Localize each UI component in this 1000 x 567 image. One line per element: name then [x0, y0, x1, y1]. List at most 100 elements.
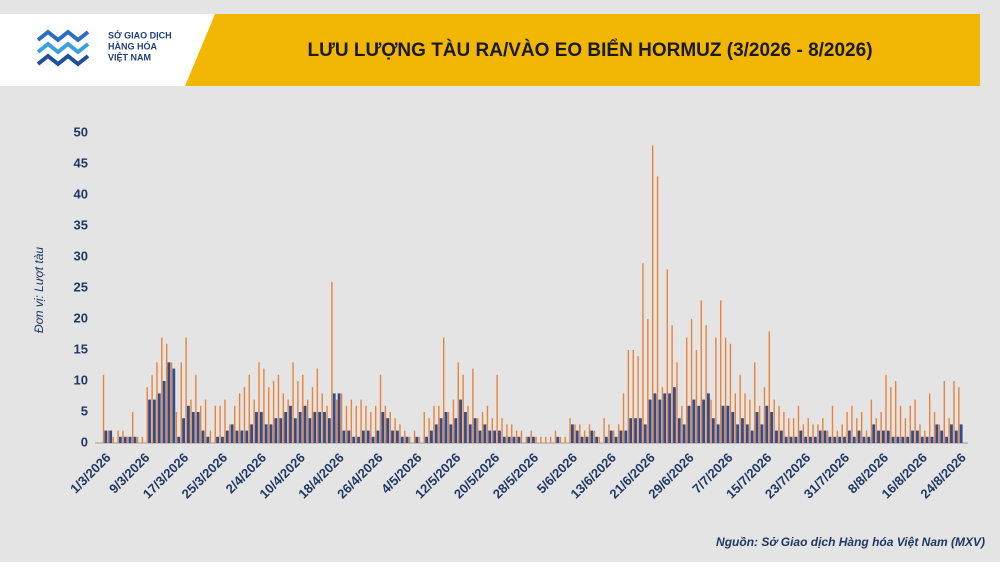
bar: [911, 430, 914, 443]
bar: [423, 412, 425, 443]
bar: [327, 418, 331, 443]
logo-text: VIỆT NAM: [108, 51, 151, 62]
bar: [651, 145, 654, 443]
bar: [862, 436, 866, 443]
bar: [225, 430, 229, 443]
bar: [661, 387, 664, 443]
y-tick-label: 25: [74, 279, 88, 294]
bar: [716, 424, 720, 443]
bar: [870, 399, 873, 443]
bar: [875, 418, 877, 443]
logo-text: SỞ GIAO DỊCH: [108, 29, 172, 40]
bar: [477, 418, 479, 443]
bar: [391, 430, 394, 443]
bar: [200, 405, 202, 443]
bar: [885, 374, 887, 443]
bar: [540, 436, 542, 443]
bar: [556, 436, 560, 443]
bar: [109, 430, 113, 443]
bar: [687, 405, 691, 443]
bar: [770, 412, 774, 443]
bar: [318, 412, 322, 443]
bar: [224, 399, 226, 443]
bar: [400, 436, 404, 443]
bar: [297, 381, 299, 443]
bar: [872, 424, 876, 443]
bar: [904, 418, 907, 443]
bar: [788, 418, 790, 443]
bar: [901, 436, 905, 443]
bar: [847, 430, 851, 443]
bar: [959, 424, 963, 443]
bar: [515, 430, 518, 443]
bar: [525, 436, 528, 443]
bar: [784, 436, 788, 443]
bar: [345, 405, 348, 443]
bar: [682, 424, 686, 443]
bar: [298, 412, 302, 443]
bar: [221, 436, 224, 443]
bar: [658, 399, 662, 443]
bar: [284, 412, 288, 443]
bar: [235, 430, 239, 443]
bar: [809, 436, 812, 443]
bar: [430, 430, 433, 443]
bar: [308, 418, 312, 443]
bar: [161, 337, 163, 443]
bar: [141, 436, 144, 443]
bar: [681, 405, 683, 443]
bar: [488, 430, 492, 443]
bar: [361, 430, 365, 443]
bar: [501, 418, 503, 443]
bar: [634, 418, 637, 443]
bar: [117, 430, 119, 443]
y-tick-label: 45: [74, 155, 88, 170]
bar: [342, 430, 346, 443]
bar: [468, 424, 472, 443]
bar: [792, 418, 795, 443]
bar: [643, 424, 647, 443]
y-tick-label: 30: [74, 248, 88, 263]
bar: [867, 436, 871, 443]
bar: [517, 436, 521, 443]
bar: [209, 430, 212, 443]
bar: [520, 430, 523, 443]
bar: [846, 412, 848, 443]
bar: [624, 430, 628, 443]
bar: [472, 368, 474, 443]
bar: [851, 405, 853, 443]
bar: [172, 368, 176, 443]
bar: [502, 436, 506, 443]
bar: [122, 430, 124, 443]
bar: [692, 399, 696, 443]
bar: [287, 399, 289, 443]
bar: [622, 393, 625, 443]
bar: [486, 405, 489, 443]
bar: [248, 374, 250, 443]
title-banner: [90, 14, 980, 86]
bar: [940, 430, 944, 443]
bar: [632, 350, 634, 443]
bar: [768, 331, 771, 443]
bar: [609, 430, 613, 443]
logo-panel: [0, 14, 215, 86]
bar: [604, 436, 608, 443]
bar: [389, 412, 391, 443]
bar: [316, 368, 319, 443]
bar: [637, 356, 639, 443]
bar: [545, 436, 547, 443]
bar: [253, 399, 255, 443]
bar: [532, 436, 535, 443]
bar: [187, 405, 190, 443]
bar: [807, 418, 809, 443]
bar: [734, 393, 736, 443]
bar: [570, 424, 574, 443]
bar: [916, 430, 919, 443]
bar: [812, 424, 814, 443]
bar: [321, 393, 323, 443]
bar: [891, 436, 895, 443]
bar: [823, 430, 827, 443]
bar: [128, 436, 132, 443]
bar: [857, 430, 861, 443]
